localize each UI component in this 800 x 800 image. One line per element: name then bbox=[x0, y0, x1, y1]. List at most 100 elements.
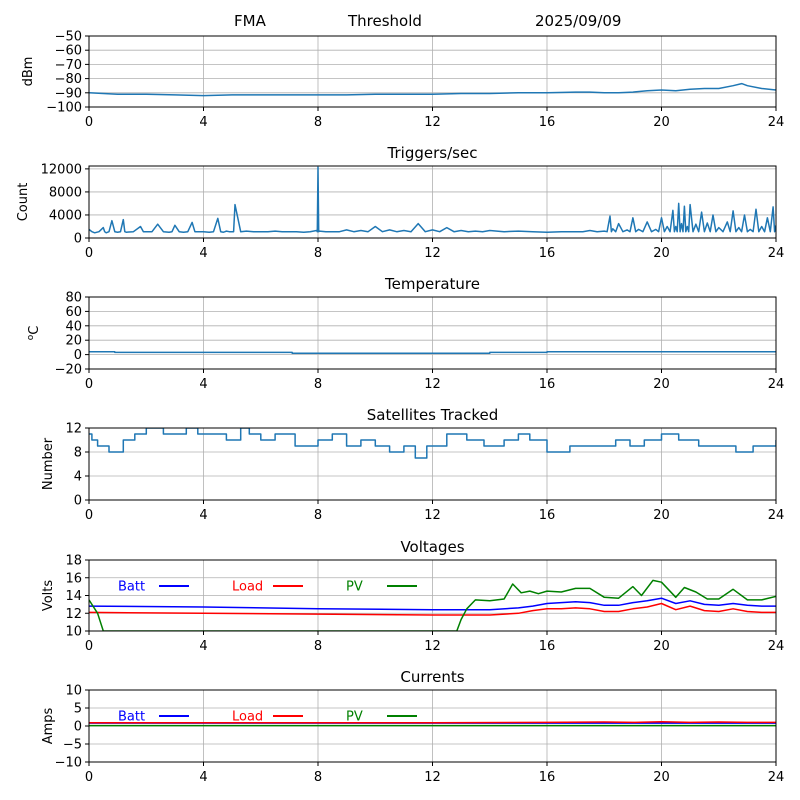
y-axis-label: dBm bbox=[21, 57, 36, 87]
series-line bbox=[89, 82, 776, 97]
chart-panel-2: 0 4 8 12 16 20 24 0 4000 8000 12000 Triggers/sec Cou… bbox=[16, 144, 784, 261]
y-tick-label: −100 bbox=[46, 101, 82, 116]
y-axis-label: Amps bbox=[41, 707, 56, 744]
legend-label-pv: PV bbox=[346, 710, 363, 725]
x-tick-label: 16 bbox=[539, 377, 556, 392]
series-line-load bbox=[89, 720, 776, 724]
chart-panel-1: 0 4 8 12 16 20 24 −100−90−80−70−60−50 dBm bbox=[21, 30, 784, 131]
plot-area bbox=[89, 720, 776, 727]
y-tick-label: 8000 bbox=[49, 185, 82, 200]
y-tick-label: −60 bbox=[55, 44, 82, 59]
x-tick-label: 24 bbox=[768, 639, 785, 654]
x-tick-label: 20 bbox=[653, 770, 670, 785]
y-axis-label-o: o bbox=[26, 334, 36, 340]
x-tick-label: 8 bbox=[314, 377, 322, 392]
legend-label-batt: Batt bbox=[118, 580, 145, 595]
x-tick-label: 12 bbox=[424, 639, 441, 654]
chart-title: Temperature bbox=[384, 275, 480, 293]
y-tick-label: −50 bbox=[55, 30, 82, 45]
y-tick-label: 4000 bbox=[49, 208, 82, 223]
y-tick-label: 18 bbox=[65, 554, 82, 569]
y-tick-label: 0 bbox=[74, 494, 82, 509]
chart-title: Satellites Tracked bbox=[367, 406, 498, 424]
y-tick-label: 12000 bbox=[41, 162, 82, 177]
series-line-batt bbox=[89, 597, 776, 611]
y-tick-label: 40 bbox=[65, 319, 82, 334]
y-tick-label: 80 bbox=[65, 291, 82, 306]
chart-title: Voltages bbox=[400, 538, 464, 556]
series-line-load bbox=[89, 602, 776, 616]
mode-title: Threshold bbox=[348, 12, 422, 30]
x-tick-label: 4 bbox=[199, 508, 207, 523]
y-tick-label: −5 bbox=[63, 738, 82, 753]
y-axis-label: Volts bbox=[41, 580, 56, 612]
x-tick-label: 24 bbox=[768, 508, 785, 523]
y-tick-label: −10 bbox=[55, 756, 82, 771]
chart-panel-6: 0 4 8 12 16 20 24 −10 −5 0 5 10 Currents Amps Batt Load… bbox=[41, 668, 784, 785]
x-tick-label: 4 bbox=[199, 115, 207, 130]
y-tick-label: 12 bbox=[65, 422, 82, 437]
x-tick-label: 8 bbox=[314, 770, 322, 785]
x-tick-label: 0 bbox=[85, 377, 93, 392]
y-axis-label: oC bbox=[26, 326, 42, 341]
x-tick-label: 20 bbox=[653, 115, 670, 130]
legend-label-batt: Batt bbox=[118, 710, 145, 725]
y-tick-label: 20 bbox=[65, 334, 82, 349]
chart-title: Triggers/sec bbox=[387, 144, 478, 162]
x-tick-label: 4 bbox=[199, 377, 207, 392]
x-tick-label: 8 bbox=[314, 115, 322, 130]
x-tick-label: 24 bbox=[768, 115, 785, 130]
series-line-pv bbox=[89, 579, 776, 631]
y-tick-label: −80 bbox=[55, 72, 82, 87]
x-tick-label: 4 bbox=[199, 246, 207, 261]
y-tick-label: 10 bbox=[65, 684, 82, 699]
x-tick-label: 24 bbox=[768, 770, 785, 785]
legend-label-load: Load bbox=[232, 580, 263, 595]
plot-area bbox=[89, 350, 776, 354]
y-tick-label: 16 bbox=[65, 571, 82, 586]
y-tick-label: −90 bbox=[55, 86, 82, 101]
plot-area bbox=[89, 579, 776, 631]
y-tick-label: −20 bbox=[55, 363, 82, 378]
x-tick-label: 4 bbox=[199, 770, 207, 785]
y-axis-label: Number bbox=[41, 437, 56, 490]
y-tick-label: 10 bbox=[65, 625, 82, 640]
x-tick-label: 0 bbox=[85, 115, 93, 130]
y-tick-label: 14 bbox=[65, 589, 82, 604]
x-tick-label: 4 bbox=[199, 639, 207, 654]
date-title: 2025/09/09 bbox=[535, 12, 622, 30]
x-tick-label: 16 bbox=[539, 115, 556, 130]
x-tick-label: 16 bbox=[539, 246, 556, 261]
x-tick-label: 8 bbox=[314, 508, 322, 523]
x-tick-label: 12 bbox=[424, 770, 441, 785]
y-tick-label: 0 bbox=[74, 720, 82, 735]
x-tick-label: 16 bbox=[539, 508, 556, 523]
x-tick-label: 0 bbox=[85, 508, 93, 523]
x-tick-label: 20 bbox=[653, 639, 670, 654]
x-tick-label: 20 bbox=[653, 508, 670, 523]
x-tick-label: 20 bbox=[653, 246, 670, 261]
series-line bbox=[89, 166, 776, 234]
x-tick-label: 16 bbox=[539, 770, 556, 785]
y-tick-label: 0 bbox=[74, 232, 82, 247]
plot-area bbox=[89, 82, 776, 97]
y-axis-label: Count bbox=[16, 183, 31, 222]
chart-panel-5: 0 4 8 12 16 20 24 10 12 14 16 18 Voltages Volts Batt Lo… bbox=[41, 538, 784, 654]
plot-area bbox=[89, 166, 776, 234]
x-tick-label: 24 bbox=[768, 377, 785, 392]
x-tick-label: 0 bbox=[85, 770, 93, 785]
x-tick-label: 12 bbox=[424, 377, 441, 392]
station-title: FMA bbox=[234, 12, 266, 30]
y-tick-label: 60 bbox=[65, 305, 82, 320]
series-line bbox=[89, 350, 776, 354]
legend-label-load: Load bbox=[232, 710, 263, 725]
x-tick-label: 12 bbox=[424, 115, 441, 130]
y-axis-label-c: C bbox=[27, 326, 42, 335]
legend-label-pv: PV bbox=[346, 580, 363, 595]
x-tick-label: 8 bbox=[314, 246, 322, 261]
x-tick-label: 16 bbox=[539, 639, 556, 654]
chart-panel-4: 0 4 8 12 16 20 24 0 4 8 12 Satellites Tracked Number bbox=[41, 406, 784, 523]
x-tick-label: 0 bbox=[85, 246, 93, 261]
x-tick-label: 0 bbox=[85, 639, 93, 654]
